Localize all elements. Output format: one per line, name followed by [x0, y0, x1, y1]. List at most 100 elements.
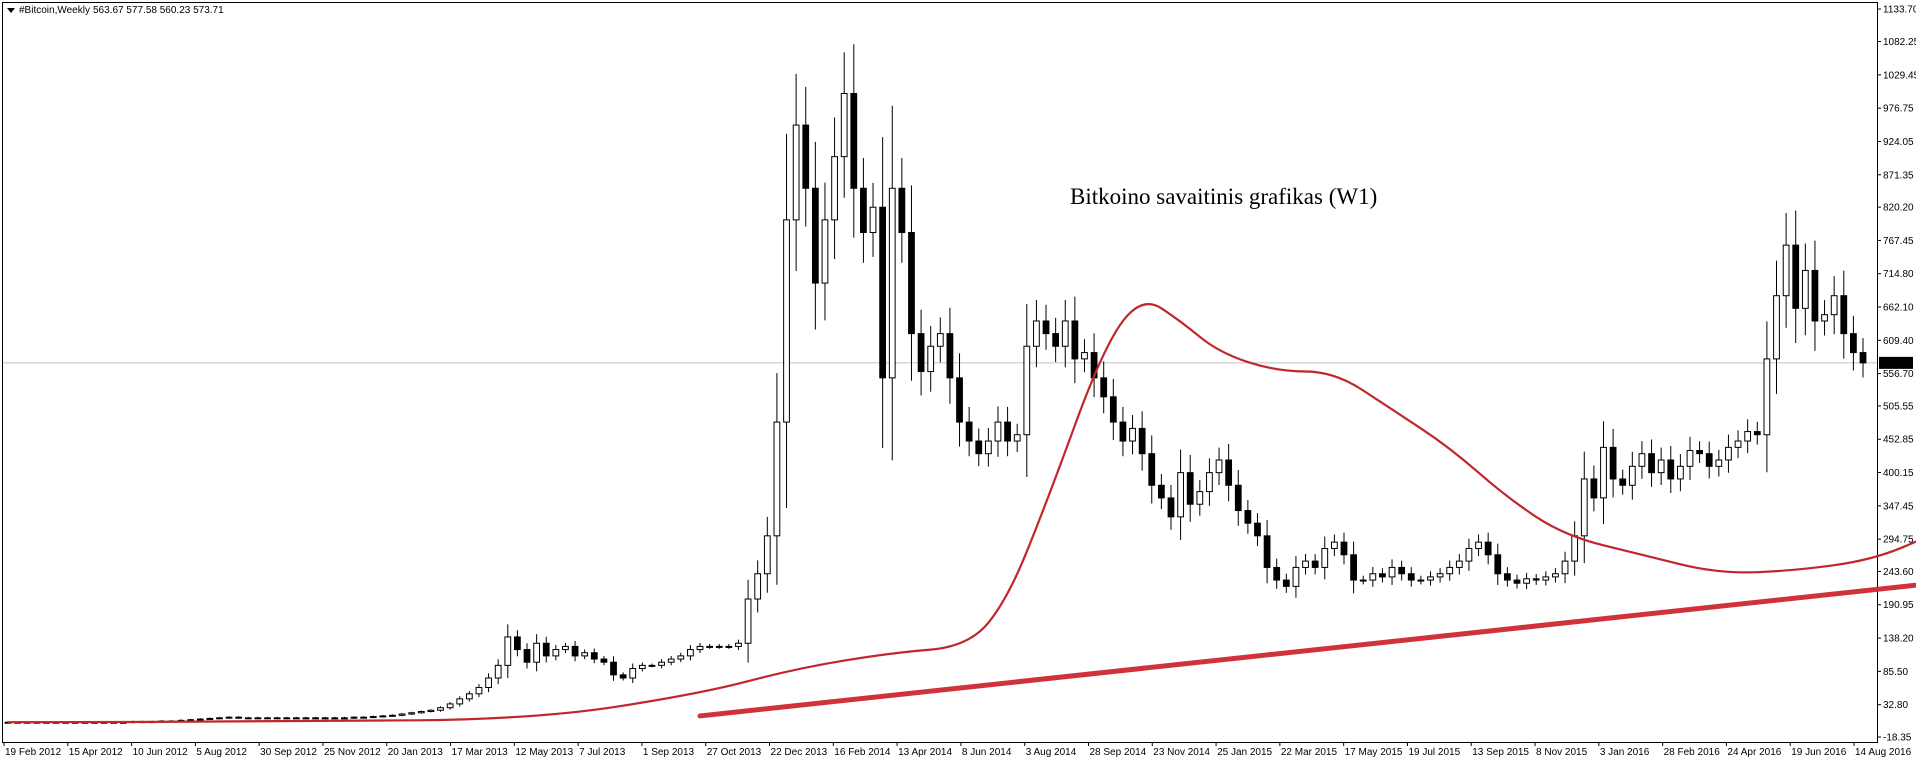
candle	[283, 716, 291, 720]
candle-body-up	[869, 206, 877, 234]
current-price-tag-background	[1879, 356, 1913, 369]
current-price-value: 573.71	[1882, 358, 1913, 369]
y-tick-label: 32.80	[1883, 700, 1908, 711]
candle-body-down	[1254, 522, 1261, 537]
y-tick-label: 924.05	[1883, 137, 1914, 148]
candle-body-down	[590, 652, 598, 660]
candle	[908, 185, 915, 381]
candle-body-down	[1619, 478, 1627, 486]
candle	[1705, 441, 1713, 479]
y-tick-label: 347.45	[1883, 501, 1914, 512]
candle	[456, 696, 464, 707]
y-tick-label: 609.40	[1883, 336, 1914, 347]
candle-body-up	[1359, 579, 1367, 582]
candle-body-down	[1811, 269, 1819, 322]
candle	[869, 182, 877, 257]
candle-body-down	[1244, 510, 1252, 524]
candle	[1773, 260, 1780, 394]
candle-body-down	[1167, 497, 1175, 518]
candle-body-up	[1215, 459, 1223, 474]
candle	[1677, 454, 1684, 492]
candle-body-down	[1859, 352, 1867, 364]
candle-body-up	[254, 717, 262, 720]
moving-average-line	[7, 303, 1916, 724]
candle-body-up	[1369, 573, 1377, 581]
x-tick-label: 5 Aug 2012	[196, 747, 247, 758]
candle	[1388, 559, 1396, 585]
candle-body-up	[638, 664, 646, 670]
candle	[408, 711, 416, 715]
candle	[1619, 469, 1627, 495]
candle-body-up	[1638, 453, 1646, 467]
triangle-down-icon[interactable]	[7, 8, 15, 13]
candle-body-down	[802, 124, 810, 189]
x-tick-label: 23 Nov 2014	[1153, 747, 1210, 758]
candle	[389, 714, 396, 717]
candle-body-down	[1503, 573, 1511, 581]
candle	[1667, 445, 1675, 493]
candle	[1302, 553, 1309, 575]
candle	[350, 716, 358, 719]
candle-body-up	[994, 421, 1002, 442]
candle	[1263, 520, 1271, 584]
candle	[1196, 480, 1204, 516]
candle	[1177, 449, 1184, 540]
candle	[1801, 243, 1809, 336]
candle-body-up	[1677, 465, 1684, 480]
candle-body-up	[667, 658, 675, 663]
candle	[235, 716, 243, 719]
candle-body-down	[850, 92, 858, 189]
candle	[1532, 573, 1540, 585]
candle	[542, 636, 550, 663]
x-tick-label: 10 Jun 2012	[133, 747, 188, 758]
candle-body-down	[1311, 560, 1319, 568]
candle-body-up	[677, 655, 685, 660]
candle	[1071, 296, 1079, 384]
candle-body-up	[427, 709, 435, 713]
candle	[696, 642, 704, 654]
candle	[965, 406, 973, 457]
candle	[1052, 317, 1060, 363]
y-tick-label: 1133.70	[1883, 5, 1916, 16]
candle-body-up	[437, 707, 444, 711]
candle	[744, 579, 752, 663]
candle	[1330, 534, 1338, 557]
candle	[1186, 454, 1194, 522]
candle	[802, 86, 810, 227]
y-tick-label: 138.20	[1883, 634, 1914, 645]
candle-body-up	[465, 693, 473, 700]
y-tick-label: 767.45	[1883, 236, 1914, 247]
candle-body-up	[1427, 576, 1434, 581]
x-tick-label: 25 Nov 2012	[324, 747, 381, 758]
candle	[581, 649, 589, 660]
candle-body-up	[417, 711, 425, 714]
x-tick-label: 19 Feb 2012	[5, 747, 62, 758]
candle-body-down	[1705, 453, 1713, 467]
candle	[1282, 573, 1290, 593]
candle	[1484, 532, 1492, 565]
candle	[917, 309, 925, 396]
candle-body-up	[494, 664, 502, 679]
candle-body-down	[1042, 320, 1050, 335]
candle	[1100, 361, 1108, 414]
x-tick-label: 8 Jun 2014	[962, 747, 1012, 758]
candle-body-up	[831, 156, 838, 221]
candle	[600, 656, 608, 666]
chart-title: Bitkoino savaitinis grafikas (W1)	[1070, 184, 1377, 209]
x-tick-label: 19 Jun 2016	[1791, 747, 1846, 758]
candle	[687, 645, 694, 661]
candle	[1350, 541, 1357, 594]
candle	[1417, 575, 1425, 585]
candle-body-down	[1590, 478, 1598, 499]
candle	[1225, 443, 1233, 502]
candle-body-up	[1580, 478, 1588, 537]
y-tick-label: 976.75	[1883, 104, 1914, 115]
candle-body-up	[648, 664, 656, 667]
candle-body-up	[456, 698, 464, 705]
candle	[1513, 574, 1521, 589]
candle	[398, 713, 406, 717]
x-tick-label: 15 Apr 2012	[69, 747, 123, 758]
candle	[1552, 568, 1559, 583]
